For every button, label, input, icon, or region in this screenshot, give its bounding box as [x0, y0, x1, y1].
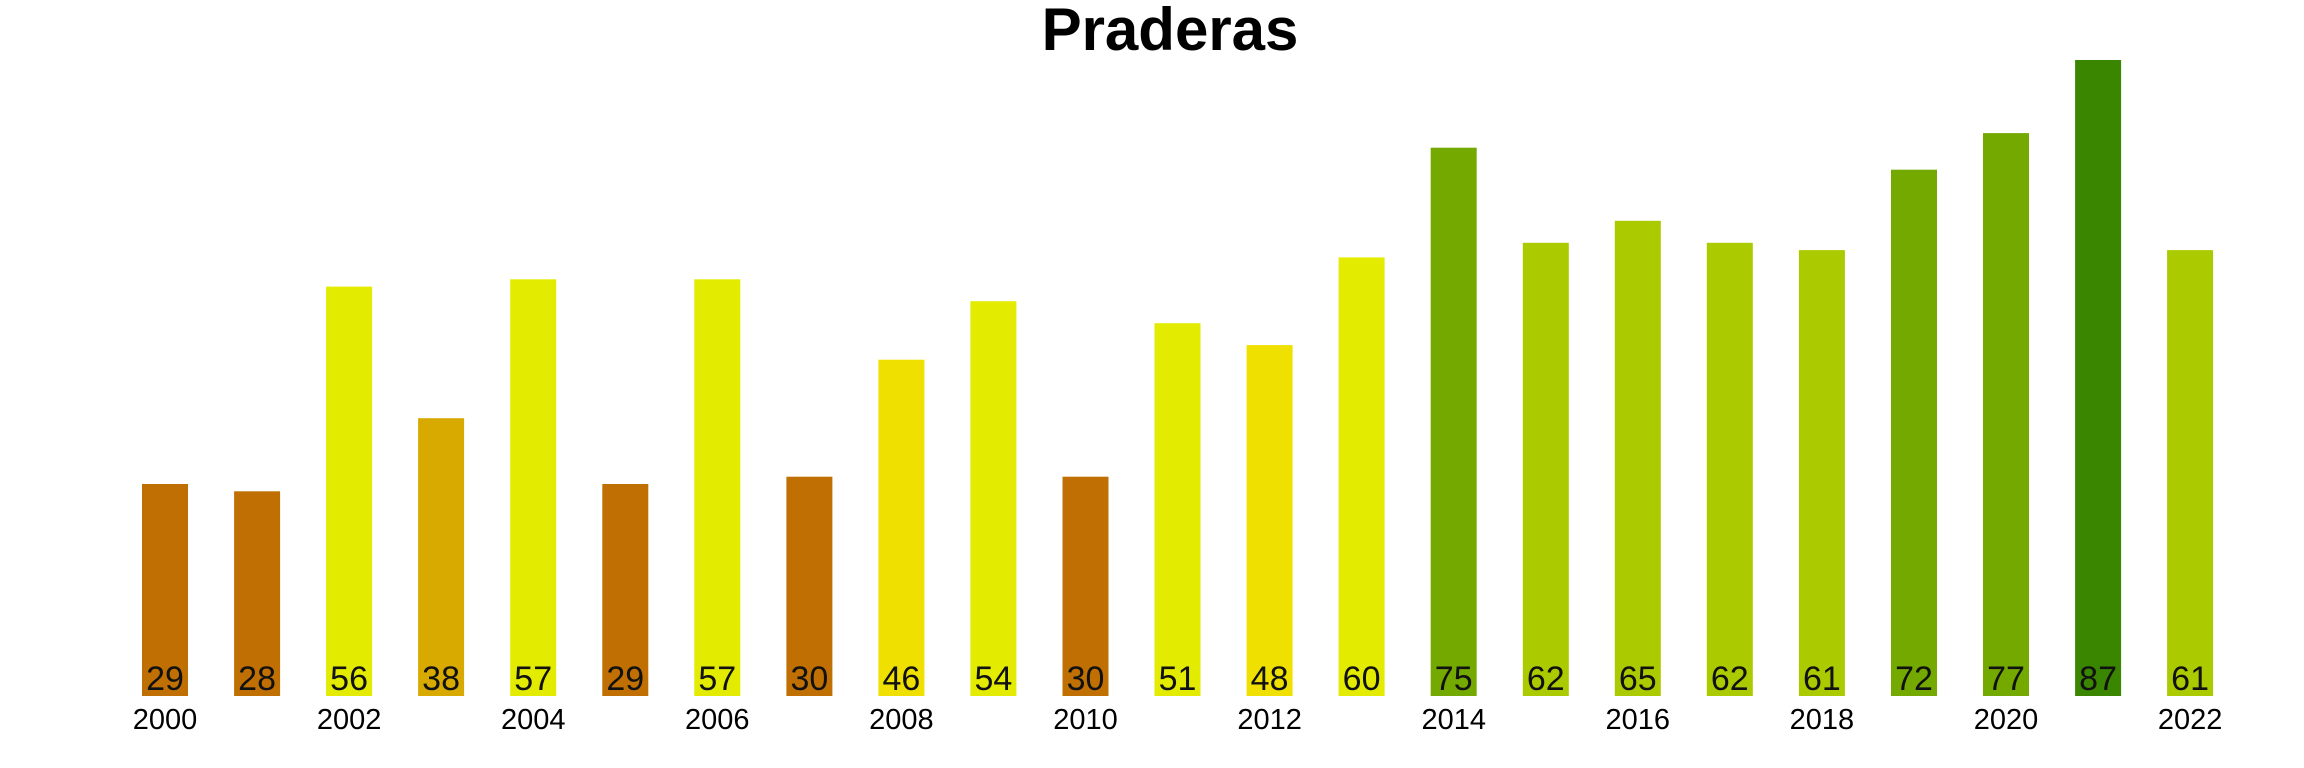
x-tick-label-2002: 2002 [317, 704, 382, 736]
bar-2010 [1062, 476, 1109, 696]
bar-2002 [326, 286, 373, 696]
x-tick-label-2012: 2012 [1237, 704, 1302, 736]
bar-2019 [1891, 169, 1937, 696]
bar-2013 [1338, 257, 1385, 696]
data-label-2016: 65 [1619, 660, 1657, 698]
bars-group [142, 60, 2214, 697]
x-tick-label-2008: 2008 [869, 704, 934, 736]
bar-2012 [1246, 345, 1293, 696]
data-label-2004: 57 [514, 660, 552, 698]
bar-2009 [970, 301, 1017, 696]
x-tick-label-2010: 2010 [1053, 704, 1118, 736]
data-label-2012: 48 [1251, 660, 1289, 698]
x-tick-label-2006: 2006 [685, 704, 750, 736]
bar-2017 [1706, 242, 1753, 697]
data-label-2017: 62 [1711, 660, 1749, 698]
data-label-2006: 57 [698, 660, 736, 698]
data-label-2007: 30 [790, 660, 828, 698]
chart-title: Praderas [1042, 0, 1299, 63]
bar-2022 [2167, 250, 2214, 696]
bar-2008 [878, 359, 925, 696]
x-tick-label-2022: 2022 [2158, 704, 2223, 736]
data-label-2022: 61 [2171, 660, 2209, 698]
data-label-2018: 61 [1803, 660, 1841, 698]
bar-labels-group: 29 28 56 38 57 29 57 30 46 54 30 51 48 60 75 62 65 62 61 72… [146, 660, 2209, 698]
bar-2000 [142, 484, 188, 696]
bar-2006 [694, 279, 741, 696]
bar-2011 [1154, 323, 1201, 696]
data-label-2013: 60 [1343, 660, 1381, 698]
bar-2021 [2075, 60, 2122, 696]
data-label-2014: 75 [1435, 660, 1473, 698]
bar-2005 [602, 484, 649, 696]
bar-2016 [1614, 220, 1661, 697]
data-label-2021: 87 [2079, 660, 2117, 698]
data-label-2001: 28 [238, 660, 276, 698]
data-label-2002: 56 [330, 660, 368, 698]
data-label-2009: 54 [974, 660, 1012, 698]
data-label-2011: 51 [1159, 660, 1197, 698]
x-tick-label-2020: 2020 [1974, 704, 2039, 736]
data-label-2003: 38 [422, 660, 460, 698]
data-label-2005: 29 [606, 660, 644, 698]
bar-2007 [786, 476, 833, 696]
x-tick-label-2016: 2016 [1606, 704, 1671, 736]
data-label-2015: 62 [1527, 660, 1565, 698]
data-label-2000: 29 [146, 660, 184, 698]
data-label-2010: 30 [1067, 660, 1105, 698]
bar-2001 [234, 491, 281, 696]
bar-2003 [418, 418, 465, 696]
x-tick-label-2014: 2014 [1421, 704, 1486, 736]
data-label-2020: 77 [1987, 660, 2025, 698]
x-tick-label-2018: 2018 [1790, 704, 1855, 736]
data-label-2008: 46 [882, 660, 920, 698]
bar-2018 [1798, 250, 1845, 696]
x-tick-labels-group: 2000 2002 2004 2006 2008 2010 2012 2014 2016 2018… [133, 704, 2223, 736]
bar-2015 [1522, 242, 1569, 697]
x-tick-label-2000: 2000 [133, 704, 198, 736]
x-tick-label-2004: 2004 [501, 704, 566, 736]
bar-2004 [510, 279, 557, 696]
bar-2014 [1430, 147, 1477, 696]
bar-2020 [1983, 133, 2029, 697]
data-label-2019: 72 [1895, 660, 1933, 698]
